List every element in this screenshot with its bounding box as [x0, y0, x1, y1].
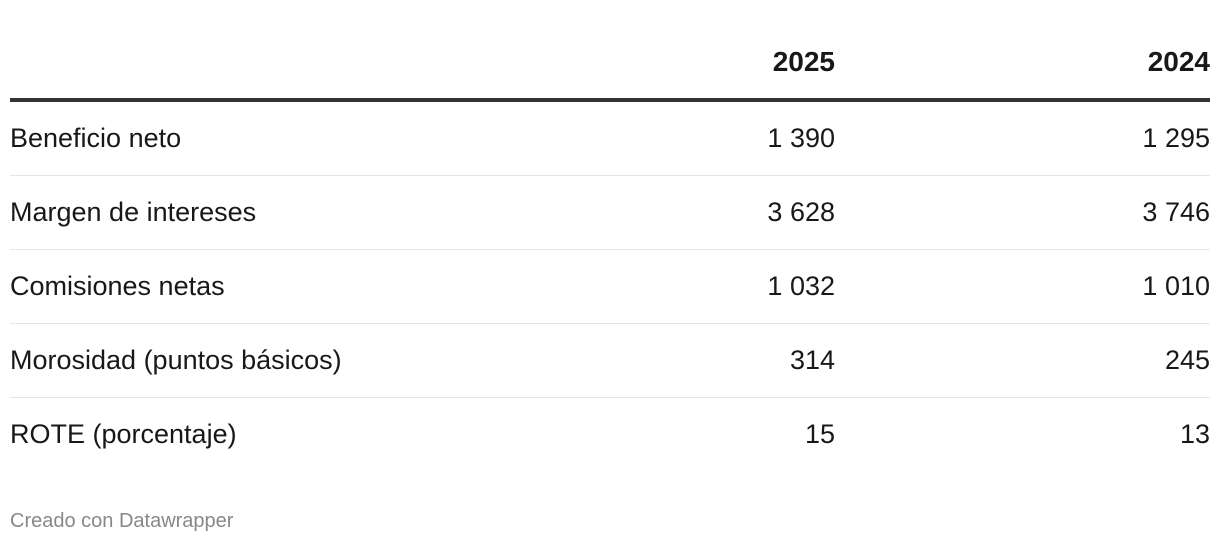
cell-value: 1 010	[835, 249, 1210, 324]
cell-value: 1 032	[610, 249, 835, 324]
column-header: 2025	[610, 26, 835, 102]
cell-value: 314	[610, 323, 835, 398]
cell-value: 3 746	[835, 175, 1210, 250]
table-row: ROTE (porcentaje) 15 13	[10, 398, 1210, 472]
cell-value: 13	[1179, 419, 1210, 449]
row-label: ROTE (porcentaje)	[10, 419, 237, 449]
cell-value: 15	[804, 419, 835, 449]
row-label: Comisiones netas	[10, 249, 610, 324]
cell-value: 1 295	[835, 100, 1210, 176]
column-header	[10, 26, 610, 102]
row-label: Beneficio neto	[10, 100, 610, 176]
footer: Creado con Datawrapper	[10, 510, 234, 532]
table-row: Margen de intereses 3 628 3 746	[10, 175, 1210, 250]
table-row: Beneficio neto 1 390 1 295	[10, 100, 1210, 176]
row-label: Margen de intereses	[10, 175, 610, 250]
column-header: 2024	[835, 26, 1210, 102]
row-label: Morosidad (puntos básicos)	[10, 323, 610, 398]
table-body: Beneficio neto 1 390 1 295 Margen de intere…	[10, 100, 1210, 471]
header-row: 2025 2024	[10, 26, 1210, 102]
cell-value: 1 390	[610, 100, 835, 176]
table-row: Comisiones netas 1 032 1 010	[10, 249, 1210, 324]
data-table: 2025 2024 Beneficio neto 1 390 1 295 Margen …	[10, 26, 1210, 471]
cell-value: 245	[835, 323, 1210, 398]
table-row: Morosidad (puntos básicos) 314 245	[10, 323, 1210, 398]
cell-value: 3 628	[610, 175, 835, 250]
